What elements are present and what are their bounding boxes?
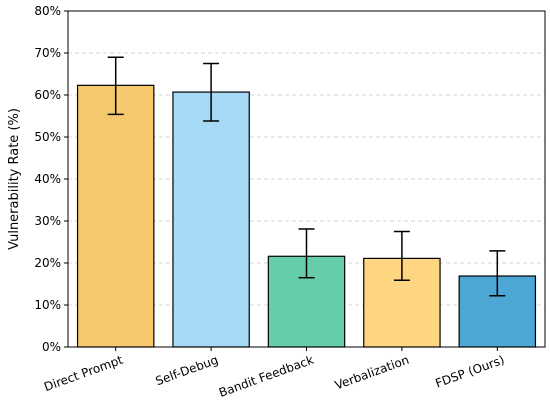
- bar: [172, 91, 250, 348]
- bars: [76, 84, 537, 348]
- x-tick-label: Bandit Feedback: [217, 353, 316, 400]
- y-tick-label: 30%: [34, 214, 61, 228]
- x-tick-label: FDSP (Ours): [433, 353, 506, 391]
- error-bars: [107, 56, 506, 297]
- y-tick-label: 10%: [34, 298, 61, 312]
- y-tick-label: 60%: [34, 88, 61, 102]
- y-tick-label: 20%: [34, 256, 61, 270]
- y-tick-label: 0%: [42, 340, 61, 354]
- y-axis-title: Vulnerability Rate (%): [7, 108, 22, 250]
- y-tick-label: 80%: [34, 4, 61, 18]
- y-tick-label: 40%: [34, 172, 61, 186]
- bar: [76, 84, 155, 348]
- y-tick-label: 50%: [34, 130, 61, 144]
- y-axis-ticks: 0% 10% 20% 30% 40% 50% 60% 70% 80%: [34, 4, 68, 354]
- y-tick-label: 70%: [34, 46, 61, 60]
- x-tick-label: Self-Debug: [154, 353, 221, 389]
- x-tick-label: Direct Prompt: [42, 353, 125, 395]
- x-tick-label: Verbalization: [333, 353, 411, 393]
